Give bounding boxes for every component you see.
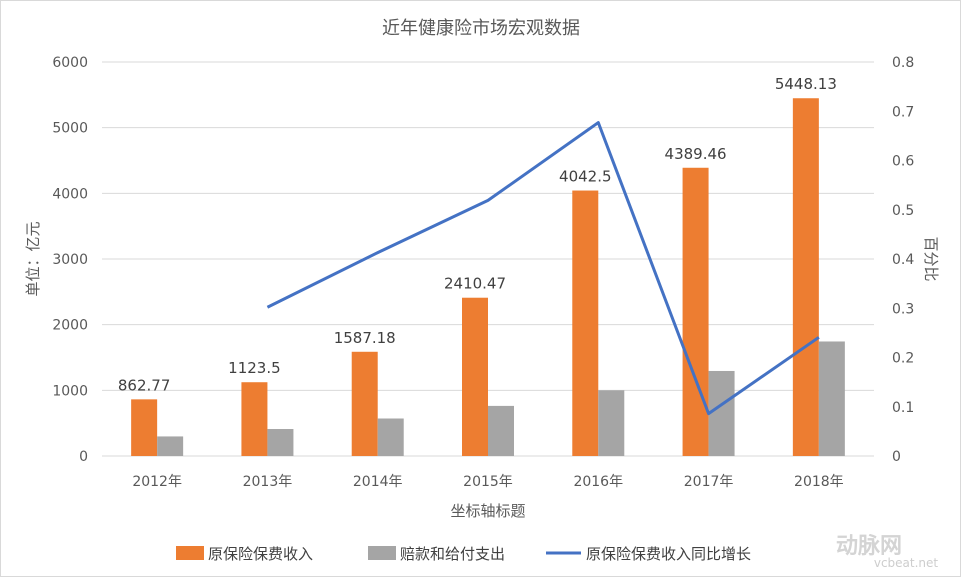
legend-label-growth: 原保险保费收入同比增长	[586, 545, 751, 563]
y2-tick-label: 0.7	[892, 104, 914, 120]
legend-label-claims: 赔款和给付支出	[400, 545, 505, 563]
bar-premium	[351, 351, 378, 456]
legend: 原保险保费收入 赔款和给付支出 原保险保费收入同比增长	[176, 545, 751, 563]
y2-tick-label: 0.8	[892, 55, 914, 71]
tick-labels: 0 1000 2000 3000 4000 5000 6000 0 0.1 0.2 0.3 0.4 0.…	[52, 55, 914, 490]
legend-label-premium: 原保险保费收入	[208, 545, 313, 563]
bar-premium	[792, 98, 819, 456]
y2-tick-label: 0.5	[892, 203, 914, 219]
data-labels: 862.77 1123.5 1587.18 2410.47 4042.5 4389.46 5…	[118, 75, 837, 394]
bar-premium	[462, 297, 488, 456]
x-tick-label: 2012年	[132, 474, 182, 490]
bar-claims	[708, 370, 735, 456]
x-tick-label: 2013年	[243, 474, 293, 490]
watermark: 动脉网 vcbeat.net	[836, 534, 938, 570]
bar-data-label: 5448.13	[775, 75, 837, 93]
bar-claims	[157, 436, 184, 456]
bar-premium	[241, 382, 268, 456]
y-tick-label: 4000	[52, 186, 88, 202]
y2-tick-label: 0.3	[892, 301, 914, 317]
watermark-site: vcbeat.net	[874, 556, 939, 570]
y-tick-label: 3000	[52, 252, 88, 268]
x-tick-label: 2016年	[573, 474, 623, 490]
bar-claims	[267, 429, 294, 456]
bar-data-label: 2410.47	[444, 275, 506, 293]
bar-data-label: 1123.5	[228, 359, 281, 377]
bar-data-label: 862.77	[118, 376, 171, 394]
x-axis-title: 坐标轴标题	[450, 502, 525, 520]
bar-premium	[131, 399, 158, 456]
bar-premium	[682, 167, 709, 456]
growth-series-line	[266, 121, 820, 416]
x-tick-label: 2018年	[794, 474, 844, 490]
legend-swatch-premium	[176, 546, 204, 560]
x-tick-label: 2014年	[353, 474, 403, 490]
bar-claims	[488, 405, 514, 456]
y2-axis-title: 百分比	[922, 236, 940, 281]
y2-tick-label: 0	[892, 449, 901, 465]
y-tick-label: 0	[79, 449, 88, 465]
watermark-brand: 动脉网	[836, 534, 902, 559]
bar-claims	[818, 341, 845, 456]
y-tick-label: 6000	[52, 55, 88, 71]
bars	[131, 98, 845, 457]
bar-claims	[377, 418, 404, 456]
y-tick-label: 1000	[52, 383, 88, 399]
x-tick-label: 2015年	[463, 474, 513, 490]
growth-line	[266, 121, 820, 416]
chart-title: 近年健康险市场宏观数据	[382, 18, 580, 39]
x-tick-label: 2017年	[684, 474, 734, 490]
y-tick-label: 5000	[52, 121, 88, 137]
y-tick-label: 2000	[52, 318, 88, 334]
y2-tick-label: 0.2	[892, 351, 914, 367]
y2-tick-label: 0.4	[892, 252, 914, 268]
bar-data-label: 1587.18	[334, 329, 396, 347]
bar-claims	[598, 390, 625, 456]
y2-tick-label: 0.1	[892, 400, 914, 416]
bar-premium	[572, 190, 599, 457]
bar-data-label: 4389.46	[665, 145, 727, 163]
y-axis-title: 单位：亿元	[24, 221, 42, 296]
y2-tick-label: 0.6	[892, 154, 914, 170]
bar-data-label: 4042.5	[559, 168, 612, 186]
legend-swatch-claims	[368, 546, 396, 560]
